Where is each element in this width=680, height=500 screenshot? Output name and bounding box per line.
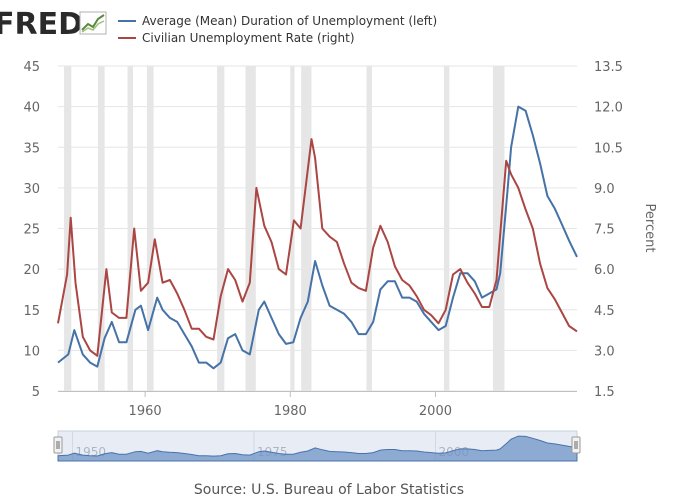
legend-item-left[interactable]: Average (Mean) Duration of Unemployment … — [118, 14, 437, 28]
fred-logo[interactable]: FRED — [0, 7, 107, 42]
fred-logo-text: FRED — [0, 7, 83, 42]
y-right-tick-label: 6.0 — [594, 263, 615, 278]
y-axis-left-ticks: 5 10 15 20 25 30 35 40 45 — [23, 60, 40, 400]
y-left-tick-label: 40 — [23, 101, 40, 116]
y-left-tick-label: 25 — [23, 223, 40, 238]
series-line-unemployment-rate — [57, 138, 578, 357]
y-left-tick-label: 35 — [23, 141, 40, 156]
legend-item-right[interactable]: Civilian Unemployment Rate (right) — [118, 31, 355, 45]
series-line-duration — [57, 105, 578, 370]
x-tick-label: 1960 — [129, 404, 162, 419]
x-tick-label: 1980 — [274, 404, 307, 419]
x-tick-label: 2000 — [419, 404, 452, 419]
fred-logo-chart-icon — [79, 11, 107, 35]
y-right-tick-label: 7.5 — [594, 223, 615, 238]
gridlines — [58, 65, 577, 392]
y-right-tick-label: 13.5 — [594, 60, 623, 75]
y-left-tick-label: 15 — [23, 304, 40, 319]
x-axis-ticks: 1960 1980 2000 — [129, 391, 452, 419]
legend-label-left: Average (Mean) Duration of Unemployment … — [142, 14, 437, 28]
y-left-tick-label: 20 — [23, 263, 40, 278]
y-right-tick-label: 3.0 — [594, 344, 615, 359]
y-right-tick-label: 4.5 — [594, 304, 615, 319]
y-right-tick-label: 9.0 — [594, 182, 615, 197]
series-lines — [57, 105, 578, 370]
y-left-tick-label: 45 — [23, 60, 40, 75]
y-left-tick-label: 30 — [23, 182, 40, 197]
y-left-tick-label: 10 — [23, 344, 40, 359]
legend-label-right: Civilian Unemployment Rate (right) — [142, 31, 355, 45]
legend: Average (Mean) Duration of Unemployment … — [118, 14, 437, 45]
y-left-tick-label: 5 — [32, 385, 40, 400]
y-right-tick-label: 1.5 — [594, 385, 615, 400]
navigator-series-area — [57, 435, 578, 462]
y-right-tick-label: 12.0 — [594, 101, 623, 116]
navigator-handle-left[interactable] — [53, 436, 63, 454]
y-axis-right-ticks: 1.5 3.0 4.5 6.0 7.5 9.0 10.5 12.0 13.5 — [594, 60, 623, 400]
y-right-tick-label: 10.5 — [594, 141, 623, 156]
navigator-handle-right[interactable] — [571, 436, 581, 454]
source-note: Source: U.S. Bureau of Labor Statistics — [194, 482, 464, 498]
y-axis-right-label: Percent — [642, 204, 657, 253]
navigator[interactable]: 195019752000 — [53, 430, 581, 462]
